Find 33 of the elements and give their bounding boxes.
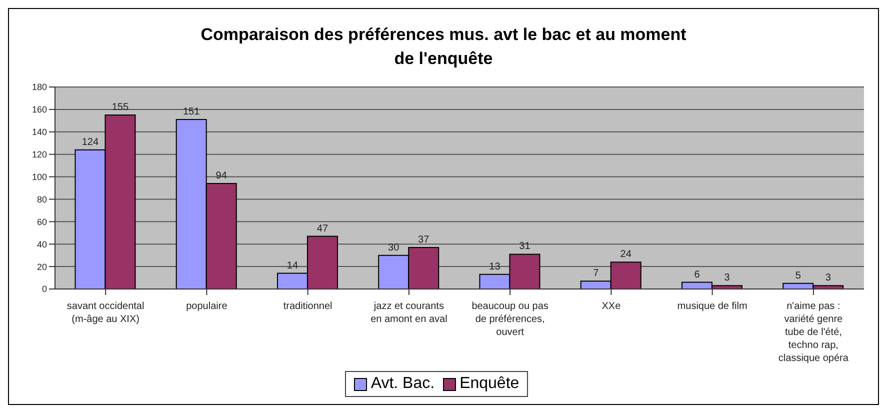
y-tick-label: 0 — [42, 284, 47, 294]
data-label: 47 — [316, 223, 328, 234]
x-tick-label: XXe — [602, 301, 622, 312]
data-label: 24 — [620, 249, 632, 260]
legend-label: Avt. Bac. — [370, 375, 435, 393]
data-label: 3 — [825, 272, 832, 284]
x-tick-label: traditionnel — [283, 301, 332, 312]
x-tick-label: jazz et courants en amont en aval — [370, 301, 448, 325]
x-tick-label: populaire — [186, 301, 228, 312]
y-tick-label: 100 — [32, 172, 47, 182]
y-tick-label: 60 — [36, 216, 47, 227]
data-label: 5 — [795, 270, 802, 282]
x-tick-label: beaucoup ou pas de préférences, ouvert — [472, 301, 548, 338]
y-tick-label: 20 — [36, 262, 47, 272]
data-label: 124 — [82, 136, 100, 148]
data-label: 30 — [388, 242, 400, 254]
y-tick-label: 160 — [32, 104, 47, 115]
data-label: 31 — [519, 241, 531, 252]
data-label: 151 — [183, 106, 200, 118]
legend-label: Enquête — [458, 375, 520, 393]
x-tick-label: musique de film — [677, 301, 748, 312]
y-tick-label: 40 — [36, 239, 47, 250]
data-label: 3 — [724, 272, 730, 284]
x-tick-label: n'aime pas : variété genre tube de l'été, techno rap, classique opéra — [778, 301, 849, 364]
data-label: 37 — [418, 234, 430, 246]
x-tick-label: savant occidental (m-âge au XIX) — [66, 301, 144, 325]
y-tick-label: 180 — [32, 82, 47, 92]
y-tick-label: 120 — [32, 150, 47, 160]
data-label: 6 — [694, 269, 700, 280]
y-tick-label: 80 — [36, 194, 47, 204]
y-tick-label: 140 — [32, 127, 47, 138]
chart-title: Comparaison des préférences mus. avt le bac et au moment de l'enquête — [200, 24, 688, 70]
data-label: 7 — [593, 268, 600, 280]
